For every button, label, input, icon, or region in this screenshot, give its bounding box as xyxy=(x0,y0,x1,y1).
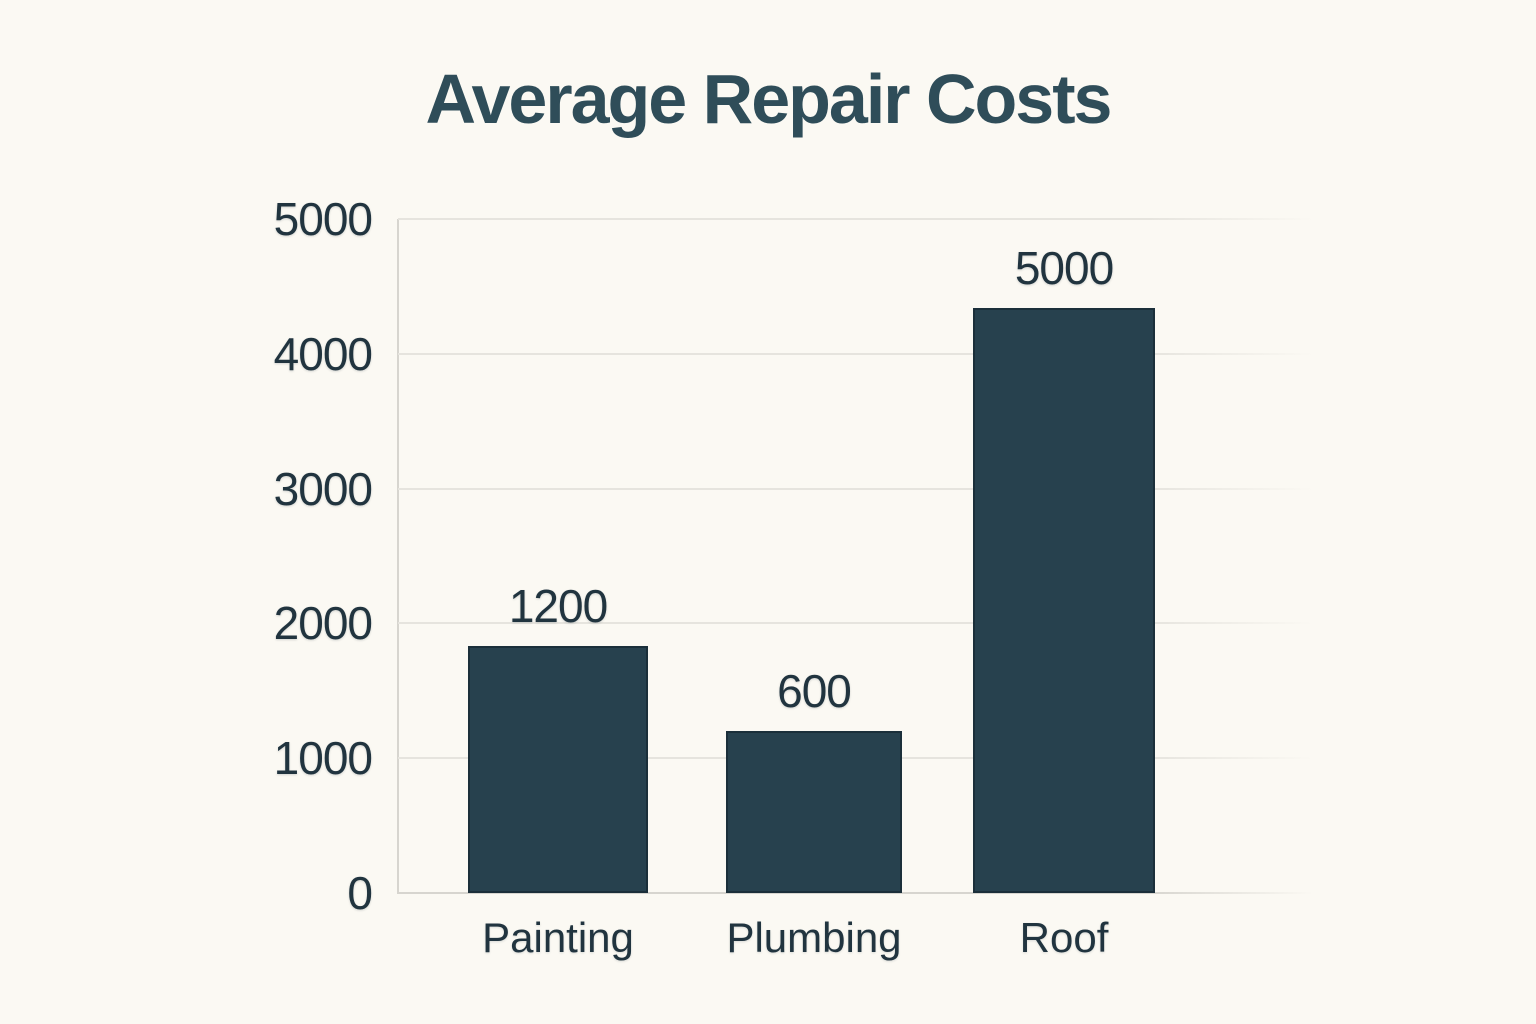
y-tick-label-4000: 4000 xyxy=(273,327,373,380)
bar-value-label-roof: 5000 xyxy=(1014,242,1114,294)
plot-area: 1200 600 5000 xyxy=(397,218,1313,894)
bar-value-label-plumbing: 600 xyxy=(777,665,852,717)
x-axis-label-roof: Roof xyxy=(1019,914,1109,961)
bar-painting xyxy=(468,646,648,893)
gridline-3000 xyxy=(398,487,1313,490)
y-tick-label-2000: 2000 xyxy=(273,597,373,650)
x-axis-label-painting: Painting xyxy=(482,914,634,961)
gridline-2000 xyxy=(398,622,1313,625)
gridline-5000 xyxy=(398,218,1313,220)
bar-plumbing xyxy=(726,731,902,893)
bar-roof xyxy=(973,308,1155,893)
y-tick-label-1000: 1000 xyxy=(273,732,373,785)
y-axis-line xyxy=(397,219,399,894)
bar-value-label-painting: 1200 xyxy=(508,580,608,632)
y-tick-label-5000: 5000 xyxy=(273,193,373,245)
y-tick-label-3000: 3000 xyxy=(273,462,373,515)
x-axis-line xyxy=(398,892,1313,894)
x-axis-label-plumbing: Plumbing xyxy=(726,914,902,961)
y-tick-label-0: 0 xyxy=(347,867,373,919)
gridline-4000 xyxy=(398,352,1313,355)
chart-title: Average Repair Costs xyxy=(425,60,1113,138)
